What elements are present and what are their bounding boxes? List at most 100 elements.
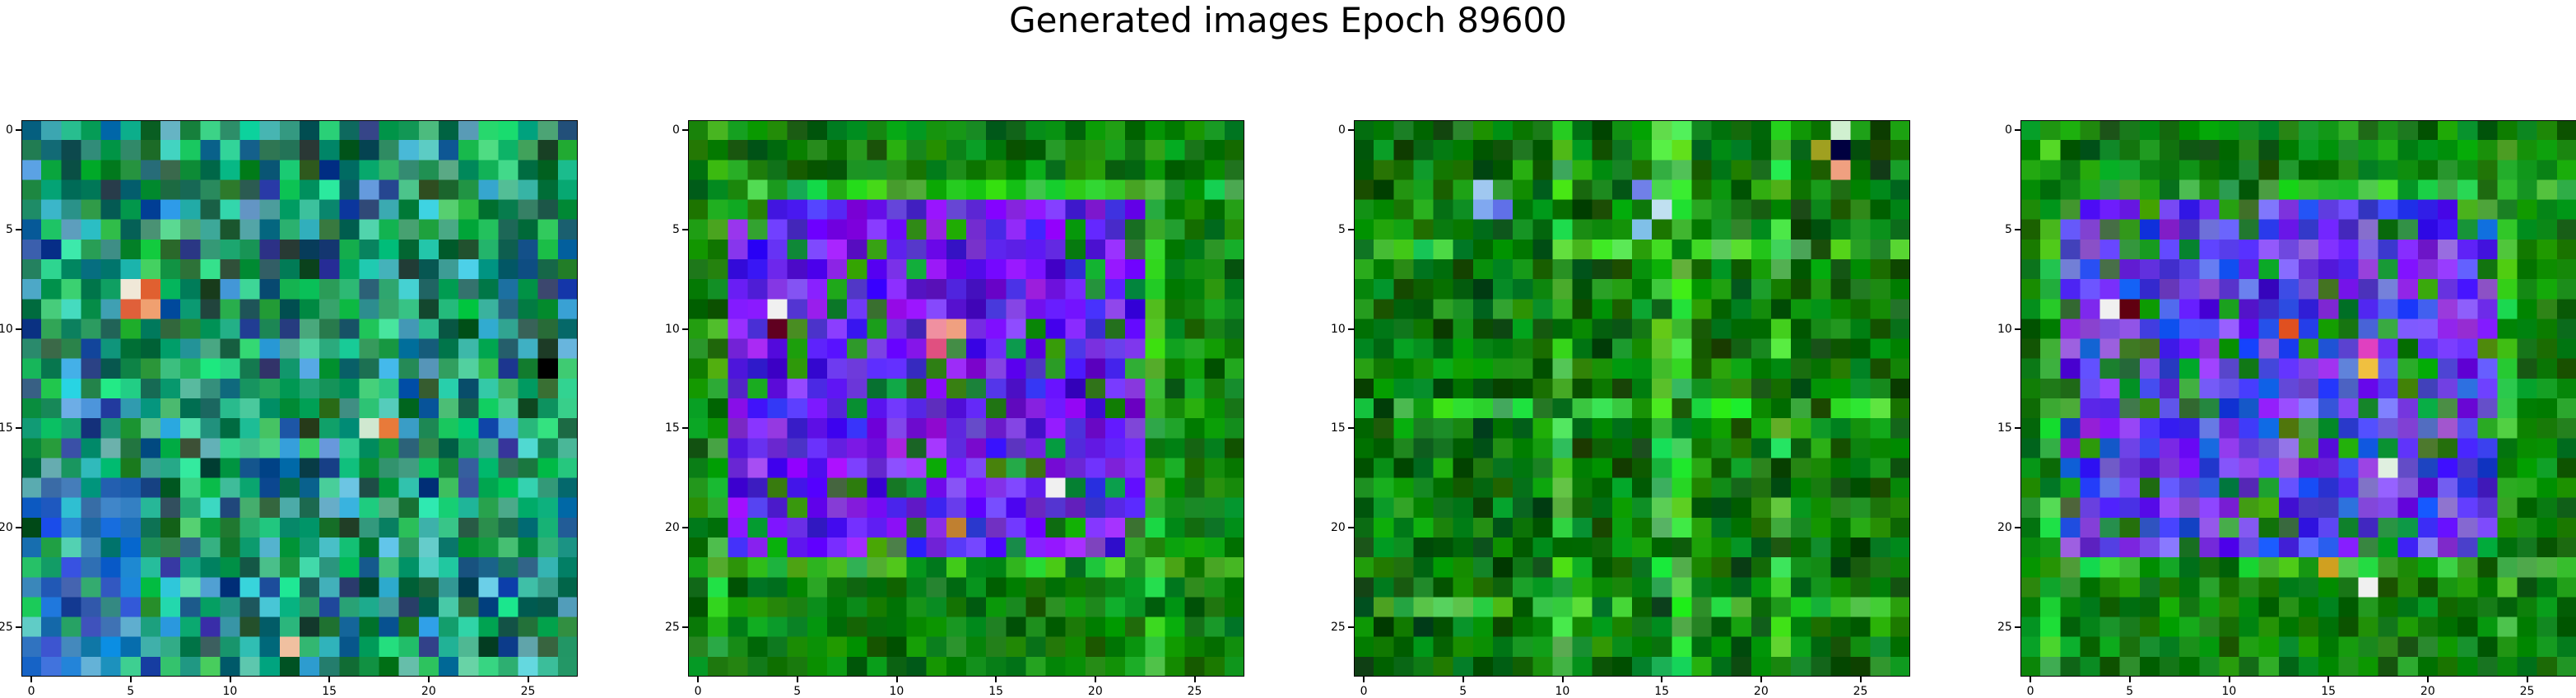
- x-tick-label: 5: [793, 685, 802, 698]
- x-tick-label: 5: [2126, 685, 2134, 698]
- x-tick-label: 20: [2420, 685, 2435, 698]
- y-tick-label: 25: [0, 620, 13, 634]
- y-tick-label: 25: [665, 620, 680, 634]
- x-tick-label: 0: [27, 685, 35, 698]
- y-tick-label: 5: [2005, 222, 2012, 236]
- y-tick-label: 0: [2005, 123, 2012, 137]
- y-tick-mark: [16, 328, 21, 330]
- generated-image-panel-3: 0 5 10 15 20 25 0 5 10 15 20 25: [1331, 120, 1910, 698]
- y-tick-mark: [682, 626, 688, 628]
- generated-image-2: [688, 120, 1244, 677]
- x-tick-mark: [2128, 677, 2131, 682]
- y-tick-label: 10: [0, 322, 13, 336]
- y-tick-label: 5: [6, 222, 13, 236]
- x-tick-mark: [2228, 677, 2230, 682]
- y-tick-label: 5: [672, 222, 680, 236]
- x-tick-mark: [697, 677, 700, 682]
- y-tick-mark: [682, 228, 688, 230]
- y-tick-mark: [16, 427, 21, 430]
- x-tick-mark: [895, 677, 898, 682]
- y-tick-label: 20: [665, 520, 680, 534]
- x-tick-mark: [1561, 677, 1564, 682]
- y-tick-label: 20: [1331, 520, 1346, 534]
- x-tick-mark: [1363, 677, 1365, 682]
- x-tick-label: 15: [988, 685, 1004, 698]
- x-tick-label: 10: [889, 685, 904, 698]
- y-tick-mark: [682, 328, 688, 330]
- x-tick-mark: [796, 677, 798, 682]
- generated-image-3: [1354, 120, 1910, 677]
- x-tick-label: 25: [520, 685, 536, 698]
- x-tick-mark: [1661, 677, 1663, 682]
- x-tick-mark: [1462, 677, 1464, 682]
- y-tick-mark: [2015, 328, 2020, 330]
- y-tick-label: 15: [665, 421, 680, 435]
- y-tick-label: 15: [1331, 421, 1346, 435]
- generated-image-1: [21, 120, 578, 677]
- x-tick-label: 15: [322, 685, 337, 698]
- x-tick-label: 20: [421, 685, 436, 698]
- x-tick-label: 0: [694, 685, 702, 698]
- x-tick-mark: [1859, 677, 1862, 682]
- x-tick-mark: [995, 677, 997, 682]
- x-tick-label: 15: [2321, 685, 2337, 698]
- x-tick-label: 10: [1555, 685, 1570, 698]
- y-tick-label: 20: [1997, 520, 2012, 534]
- y-tick-label: 0: [672, 123, 680, 137]
- y-tick-mark: [1348, 129, 1354, 132]
- x-tick-label: 10: [2221, 685, 2237, 698]
- y-tick-label: 10: [1997, 322, 2012, 336]
- generated-image-4: [2020, 120, 2576, 677]
- y-tick-label: 20: [0, 520, 13, 534]
- y-tick-mark: [16, 526, 21, 528]
- generated-image-panel-1: 0 5 10 15 20 25 0 5 10 15 20 25: [0, 120, 578, 698]
- y-tick-label: 10: [665, 322, 680, 336]
- x-tick-mark: [2426, 677, 2429, 682]
- x-tick-label: 0: [1360, 685, 1368, 698]
- y-tick-mark: [1348, 427, 1354, 430]
- x-tick-label: 25: [1853, 685, 1868, 698]
- y-tick-mark: [2015, 228, 2020, 230]
- y-tick-label: 15: [0, 421, 13, 435]
- y-tick-mark: [2015, 129, 2020, 132]
- y-tick-mark: [16, 626, 21, 628]
- x-tick-label: 25: [2519, 685, 2535, 698]
- x-tick-mark: [229, 677, 231, 682]
- x-tick-mark: [2327, 677, 2330, 682]
- y-tick-label: 0: [1338, 123, 1346, 137]
- x-tick-mark: [1760, 677, 1762, 682]
- y-tick-mark: [1348, 626, 1354, 628]
- y-tick-label: 25: [1331, 620, 1346, 634]
- y-tick-mark: [2015, 427, 2020, 430]
- y-tick-mark: [682, 129, 688, 132]
- x-tick-mark: [1193, 677, 1196, 682]
- y-tick-mark: [16, 228, 21, 230]
- y-tick-label: 10: [1331, 322, 1346, 336]
- x-tick-label: 20: [1087, 685, 1103, 698]
- y-tick-label: 5: [1338, 222, 1346, 236]
- x-tick-mark: [328, 677, 331, 682]
- y-tick-label: 15: [1997, 421, 2012, 435]
- y-tick-mark: [1348, 526, 1354, 528]
- x-tick-label: 25: [1187, 685, 1202, 698]
- y-tick-mark: [2015, 526, 2020, 528]
- y-tick-label: 0: [6, 123, 13, 137]
- x-tick-mark: [2030, 677, 2032, 682]
- figure-title: Generated images Epoch 89600: [1009, 0, 1567, 40]
- y-tick-label: 25: [1997, 620, 2012, 634]
- x-tick-mark: [427, 677, 430, 682]
- y-tick-mark: [16, 129, 21, 132]
- x-tick-mark: [30, 677, 33, 682]
- x-tick-label: 10: [222, 685, 238, 698]
- x-tick-mark: [1094, 677, 1096, 682]
- x-tick-mark: [2526, 677, 2528, 682]
- y-tick-mark: [682, 427, 688, 430]
- x-tick-label: 5: [127, 685, 135, 698]
- y-tick-mark: [1348, 228, 1354, 230]
- x-tick-mark: [129, 677, 132, 682]
- generated-image-panel-4: 0 5 10 15 20 25 0 5 10 15 20 25: [1997, 120, 2576, 698]
- y-tick-mark: [2015, 626, 2020, 628]
- x-tick-label: 5: [1459, 685, 1467, 698]
- x-tick-label: 0: [2026, 685, 2034, 698]
- y-tick-mark: [682, 526, 688, 528]
